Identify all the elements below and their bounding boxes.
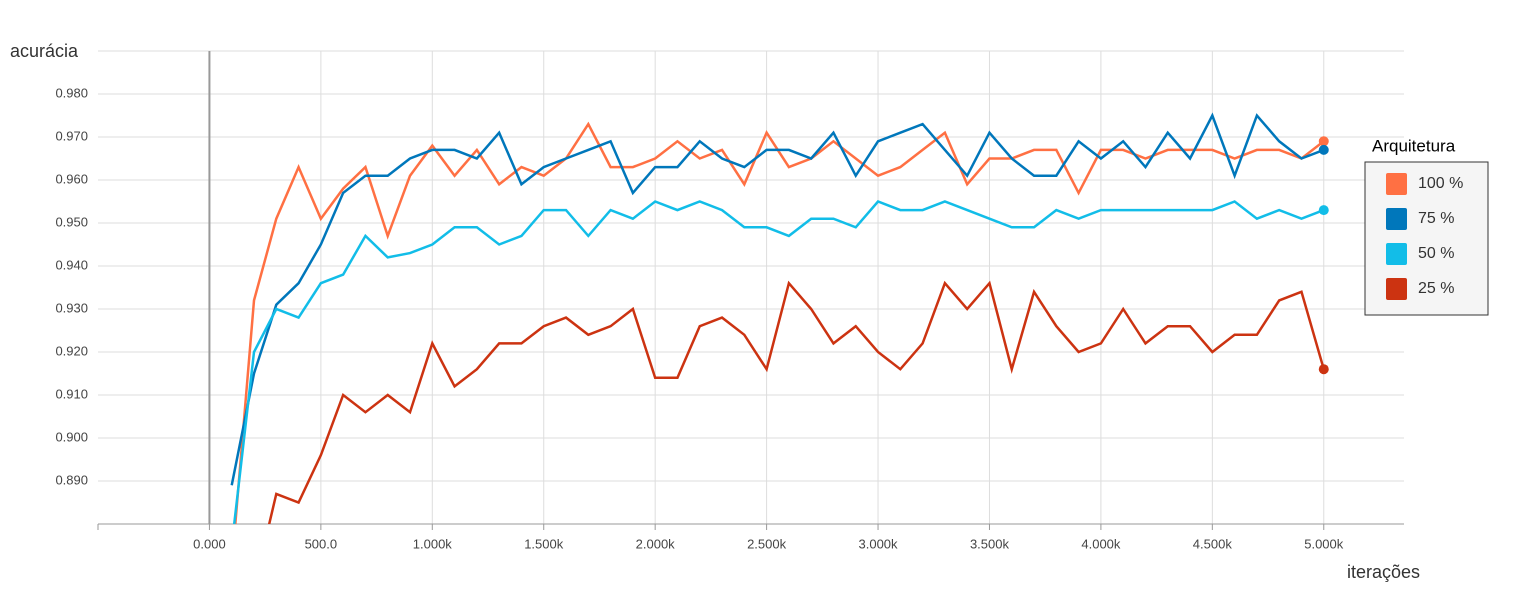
y-tick-label: 0.960 <box>55 171 88 186</box>
legend-label: 50 % <box>1418 245 1454 262</box>
y-tick-label: 0.930 <box>55 300 88 315</box>
legend-box <box>1364 161 1489 316</box>
y-tick-label: 0.980 <box>55 85 88 100</box>
plot-area <box>230 112 1329 524</box>
series-line <box>234 121 1325 524</box>
y-tick-label: 0.910 <box>55 386 88 401</box>
legend-swatch <box>1386 173 1407 195</box>
x-tick-label: 5.000k <box>1304 536 1344 551</box>
end-point <box>1318 205 1329 216</box>
x-tick-label: 2.500k <box>747 536 787 551</box>
legend-swatch <box>1386 243 1407 265</box>
series-line <box>267 280 1325 524</box>
legend-title: Arquitetura <box>1372 136 1456 155</box>
x-tick-label: 0.000 <box>193 536 226 551</box>
end-point <box>1318 136 1329 147</box>
y-tick-label: 0.890 <box>55 472 88 487</box>
series-line <box>230 112 1325 486</box>
x-tick-label: 1.000k <box>413 536 453 551</box>
y-tick-label: 0.940 <box>55 257 88 272</box>
x-tick-label: 4.500k <box>1193 536 1233 551</box>
y-tick-label: 0.900 <box>55 429 88 444</box>
x-tick-label: 3.500k <box>970 536 1010 551</box>
legend-label: 100 % <box>1418 175 1463 192</box>
x-tick-label: 1.500k <box>524 536 564 551</box>
x-axis-label: iterações <box>1347 562 1420 582</box>
legend-label: 75 % <box>1418 210 1454 227</box>
end-point <box>1318 144 1329 155</box>
x-tick-label: 500.0 <box>305 536 338 551</box>
y-tick-label: 0.970 <box>55 128 88 143</box>
legend-label: 25 % <box>1418 280 1454 297</box>
x-tick-label: 2.000k <box>636 536 676 551</box>
x-tick-label: 4.000k <box>1081 536 1121 551</box>
y-tick-label: 0.950 <box>55 214 88 229</box>
series-line <box>232 200 1325 524</box>
legend-swatch <box>1386 278 1407 300</box>
end-point <box>1318 364 1329 375</box>
legend-swatch <box>1386 208 1407 230</box>
x-tick-label: 3.000k <box>859 536 899 551</box>
y-axis-label: acurácia <box>10 41 79 61</box>
y-tick-label: 0.920 <box>55 343 88 358</box>
